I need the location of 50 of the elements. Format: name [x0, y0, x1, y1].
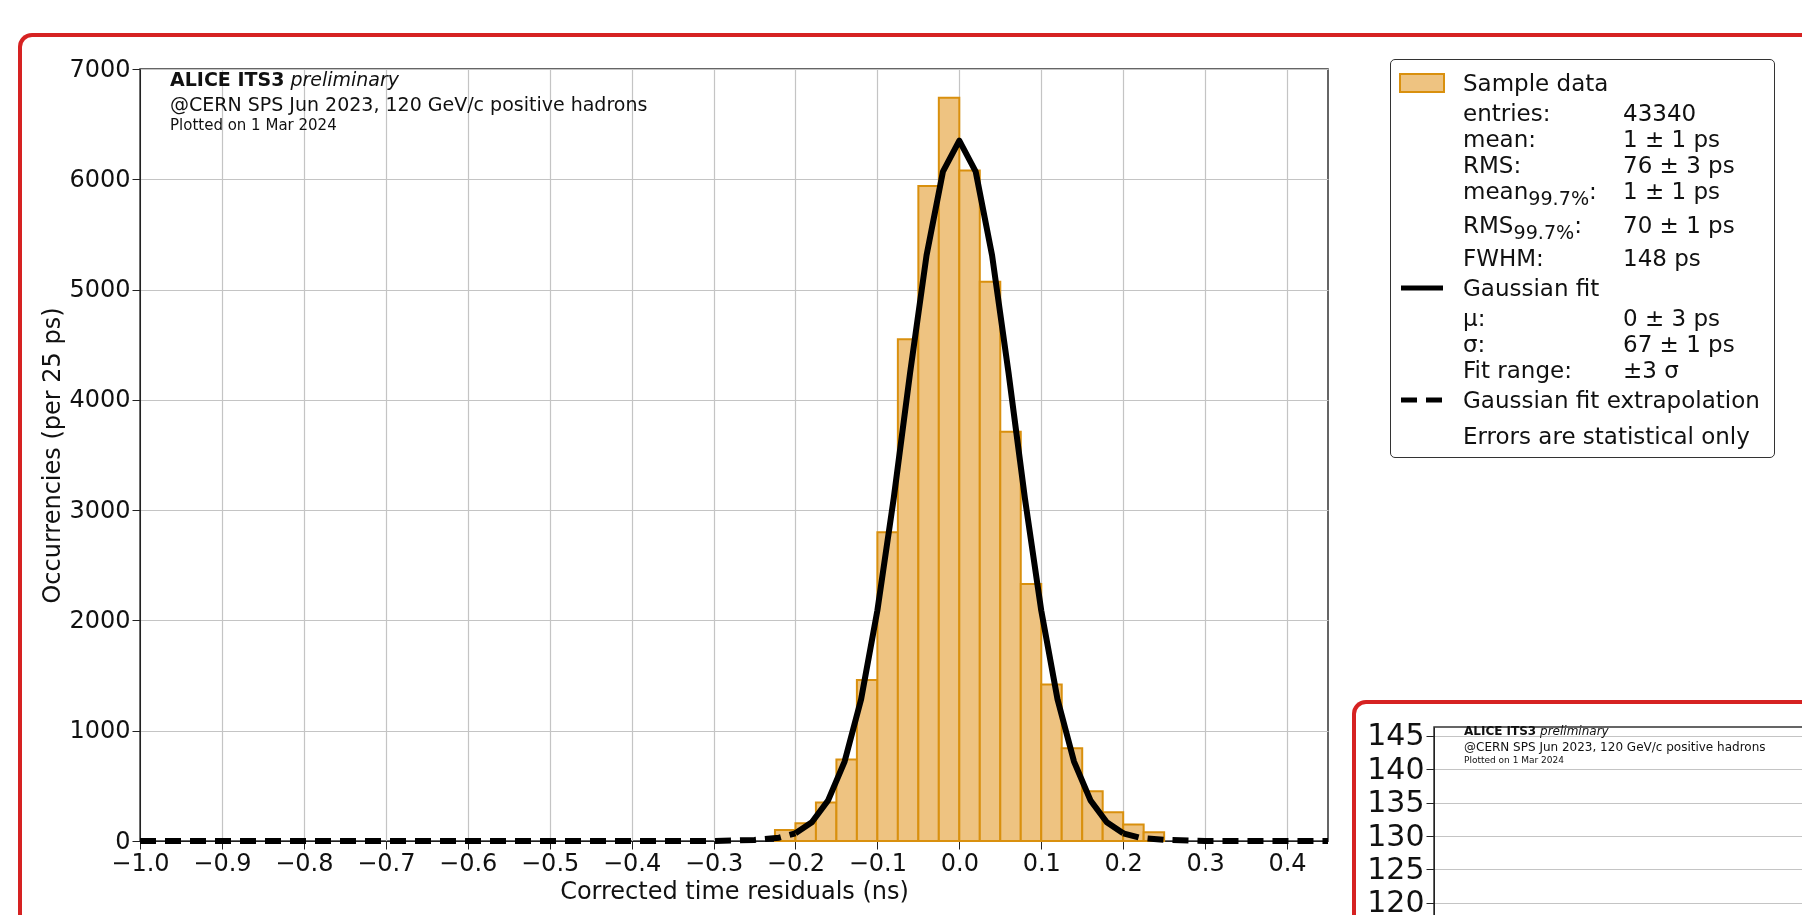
- x-tick-label: −0.5: [521, 848, 580, 877]
- text: mean$_{99.7%}$: 1 ± 1 ps: [1463, 178, 1721, 212]
- text: FWHM: 148 ps: [1463, 245, 1701, 272]
- annotation: preliminary: [1540, 724, 1609, 738]
- x-tick-label: 0.0: [940, 848, 979, 877]
- text: RMS: 76 ± 3 ps: [1463, 152, 1735, 178]
- x-tick-label: −0.6: [439, 848, 498, 877]
- y-tick-label: 130: [1367, 817, 1425, 853]
- x-tick-label: 0.3: [1186, 848, 1225, 877]
- text: Fit range: ±3 σ: [1463, 357, 1679, 384]
- y-axis-title: Occurrencies (per 25 ps): [38, 307, 67, 604]
- y-tick-label: 140: [1367, 750, 1425, 786]
- x-tick-label: −0.9: [193, 848, 252, 877]
- text: RMS$_{99.7%}$: 70 ± 1 ps: [1463, 211, 1735, 244]
- y-tick-label: 1000: [69, 716, 131, 745]
- text: Errors are statistical only: [1463, 423, 1751, 450]
- legend-label: Gaussian fit extrapolation: [1463, 387, 1760, 414]
- annotation: Plotted on 1 Mar 2024: [1464, 755, 1565, 767]
- text: σ: 67 ± 1 ps: [1463, 331, 1735, 358]
- annotation: preliminary: [290, 68, 400, 90]
- annotation: Plotted on 1 Mar 2024: [170, 116, 338, 136]
- x-tick-label: −0.1: [848, 848, 908, 877]
- y-tick-label: 135: [1367, 784, 1425, 820]
- annotation: @CERN SPS Jun 2023, 120 GeV/c positive hadrons: [1464, 739, 1766, 756]
- y-tick-label: 2000: [69, 605, 131, 634]
- x-axis-title: Corrected time residuals (ns): [560, 876, 909, 905]
- x-tick-label: −0.4: [602, 848, 662, 877]
- x-tick-label: −0.7: [357, 848, 416, 877]
- y-tick-label: 3000: [69, 495, 131, 524]
- y-tick-label: 4000: [69, 385, 131, 414]
- legend-label: Sample data: [1463, 70, 1609, 96]
- x-tick-label: −0.2: [766, 848, 826, 877]
- y-tick-label: 7000: [69, 54, 131, 83]
- x-tick-label: 0.2: [1104, 848, 1143, 877]
- annotation: @CERN SPS Jun 2023, 120 GeV/c positive hadrons: [170, 91, 648, 117]
- x-tick-label: 0.1: [1022, 848, 1061, 877]
- text: μ: 0 ± 3 ps: [1463, 305, 1721, 332]
- y-tick-label: 125: [1367, 850, 1425, 886]
- y-tick-label: 145: [1367, 717, 1425, 753]
- x-tick-label: −0.8: [275, 848, 334, 877]
- y-tick-label: 5000: [69, 275, 131, 304]
- x-tick-label: 0.4: [1268, 848, 1307, 877]
- annotation: ALICE ITS3: [1464, 724, 1537, 738]
- y-tick-label: 6000: [69, 164, 131, 193]
- text: entries: 43340: [1463, 100, 1697, 126]
- text: mean: 1 ± 1 ps: [1463, 126, 1721, 152]
- x-tick-label: −0.3: [684, 848, 744, 877]
- legend-label: Gaussian fit: [1463, 275, 1600, 302]
- annotation: ALICE ITS3: [170, 68, 285, 90]
- y-tick-label: 120: [1367, 884, 1425, 915]
